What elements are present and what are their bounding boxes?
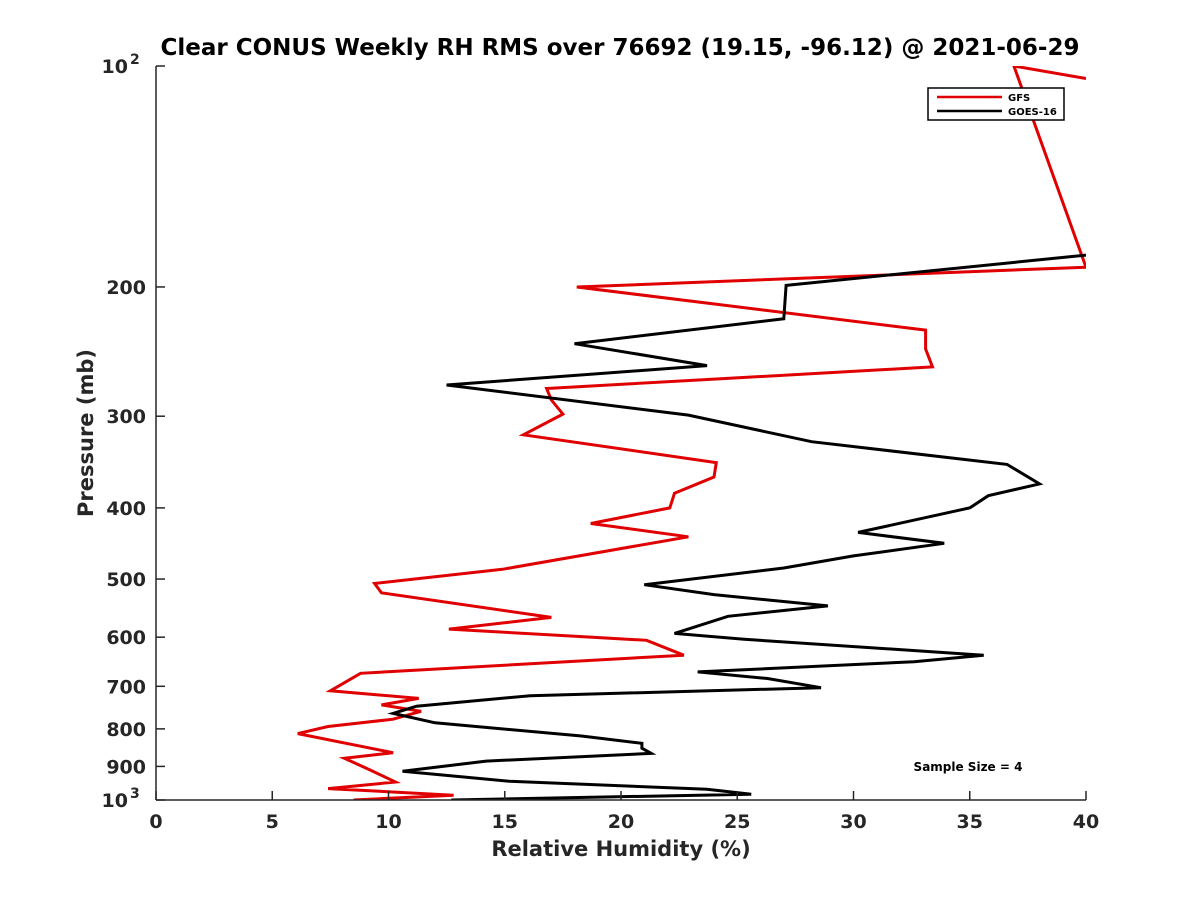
y-tick-label: 400 [106, 498, 146, 520]
y-tick-label: 10 [102, 56, 128, 78]
series-layer [297, 66, 1086, 800]
series-line-goes16 [387, 253, 1086, 800]
y-axis-label: Pressure (mb) [74, 349, 98, 517]
y-tick-exponent: 2 [130, 52, 140, 68]
legend-box [927, 87, 1065, 121]
x-tick-label: 10 [375, 811, 401, 833]
x-tick-label: 40 [1073, 811, 1099, 833]
y-tick-label: 700 [106, 676, 146, 698]
y-tick-label: 500 [106, 569, 146, 591]
series-line-gfs [297, 66, 1086, 800]
x-axis-ticks: 0 5 10 15 20 25 30 35 40 [149, 791, 1099, 833]
legend-label-goes16: GOES-16 [1008, 107, 1057, 118]
y-tick-label: 10 [102, 790, 128, 812]
y-tick-label: 200 [106, 277, 146, 299]
x-tick-label: 0 [149, 811, 162, 833]
x-tick-label: 5 [266, 811, 279, 833]
x-tick-label: 30 [840, 811, 866, 833]
x-tick-label: 15 [492, 811, 518, 833]
x-tick-label: 25 [724, 811, 750, 833]
y-tick-label: 300 [106, 406, 146, 428]
chart-title: Clear CONUS Weekly RH RMS over 76692 (19… [161, 35, 1080, 61]
x-axis-label: Relative Humidity (%) [491, 837, 750, 861]
y-tick-exponent: 3 [130, 786, 140, 802]
sample-size-annotation: Sample Size = 4 [914, 760, 1023, 774]
legend-label-gfs: GFS [1008, 93, 1030, 104]
y-tick-label: 900 [106, 756, 146, 778]
y-tick-label: 600 [106, 627, 146, 649]
y-tick-label: 800 [106, 719, 146, 741]
x-tick-label: 35 [957, 811, 983, 833]
legend: GFS GOES-16 [927, 87, 1065, 121]
x-tick-label: 20 [608, 811, 634, 833]
